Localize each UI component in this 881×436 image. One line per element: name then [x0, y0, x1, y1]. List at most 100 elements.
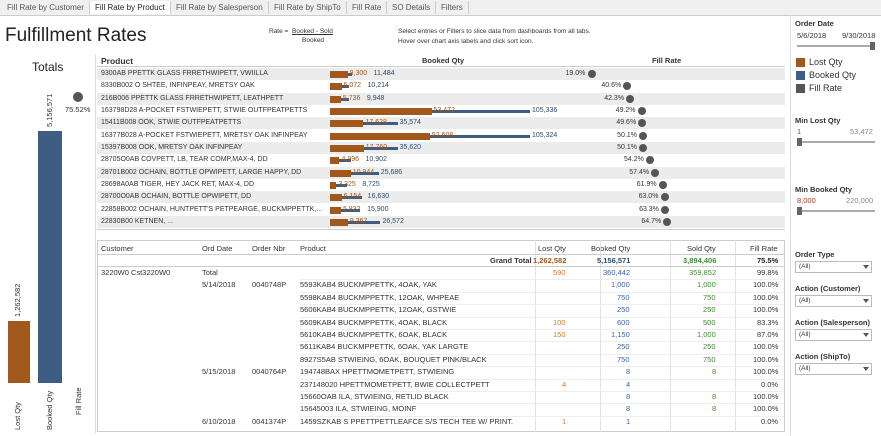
product-name: 216B006 PPETTK GLASS FRRETHWIPETT, LEATH… [101, 94, 284, 102]
filter-title: Min Lost Qty [795, 116, 841, 125]
instruction: Hover over chart axis labels and click s… [398, 38, 534, 45]
cell: 1 [562, 416, 567, 426]
legend-swatch [796, 84, 805, 93]
filter-title: Action (ShipTo) [795, 352, 851, 361]
grand-total-value: 5,156,571 [597, 256, 631, 265]
lost-bar [330, 83, 342, 91]
cell: 5610KAB4 BUCKMPPETTK, 6OAK, BLACK [300, 330, 448, 339]
cell: 4 [626, 379, 631, 389]
product-name: 15397B008 OOK, MRETSY OAK INFINPEAY [101, 143, 243, 151]
cell: 250 [617, 305, 630, 315]
booked-value: 10,902 [365, 156, 387, 164]
tab[interactable]: Fill Rate by Product [90, 1, 171, 14]
lost-bar [330, 107, 432, 115]
lost-bar [330, 132, 430, 140]
cell: 1 [626, 416, 631, 426]
fillrate-dot [661, 205, 670, 214]
fillrate-dot [660, 193, 669, 202]
booked-value: 15,900 [367, 205, 389, 213]
slider-from: 1 [797, 127, 802, 136]
booked-value: 35,620 [399, 143, 422, 151]
tab[interactable]: SO Details [387, 1, 437, 14]
cell: 100.0% [753, 392, 779, 401]
fillrate-dot [73, 92, 83, 102]
cell: 194748BAX HPETTMOMETPETT, STWIEING [300, 367, 455, 377]
column-divider [670, 240, 671, 432]
filter-divider [790, 15, 791, 436]
cell: 750 [617, 354, 630, 364]
product-name: 28700O0AB OCHAIN, BOTTLE OPWIPETT, DD [101, 193, 252, 201]
dropdown-value: (All) [799, 263, 811, 270]
column-header: Product [300, 244, 326, 253]
dropdown[interactable]: (All) [795, 329, 872, 341]
fillrate-dot [639, 143, 648, 152]
slider-handle[interactable] [797, 207, 802, 215]
slider-handle[interactable] [870, 42, 875, 50]
dropdown[interactable]: (All) [795, 363, 872, 375]
fillrate-axis-label: Fill Rate [74, 387, 83, 415]
product-name: 8330B002 O SHTEE, INFINPEAY, MRETSY OAK [101, 82, 255, 90]
slider-to: 220,000 [846, 196, 874, 205]
slider-to: 53,472 [850, 127, 873, 136]
cell: 5/15/2018 [202, 367, 236, 377]
slider-track [797, 45, 875, 47]
filter-title: Order Date [795, 19, 834, 28]
booked-bar [330, 183, 347, 187]
lost-bar [330, 71, 348, 78]
lost-bar [8, 321, 30, 383]
cell: 750 [617, 292, 630, 302]
tab[interactable]: Fill Rate by ShipTo [269, 1, 347, 14]
tab[interactable]: Filters [436, 1, 469, 14]
row-band [97, 117, 785, 130]
lost-value: 10,944 [352, 168, 375, 176]
cell: 0.0% [761, 379, 779, 389]
booked-bar [330, 146, 398, 150]
filter-title: Order Type [795, 250, 835, 259]
cell: 5606KAB4 BUCKMPPETTK, 12OAK, GSTWIE [300, 305, 457, 315]
booked-bar [330, 122, 398, 126]
fillrate-value: 50.1% [617, 143, 638, 151]
tab[interactable]: Fill Rate by Customer [2, 1, 90, 14]
row-line [300, 403, 784, 405]
lost-value: 5,832 [343, 205, 361, 213]
booked-value: 11,484 [373, 70, 395, 77]
fillrate-value: 50.1% [617, 131, 638, 139]
cell: 5593KAB4 BUCKMPPETTK, 4OAK, YAK [300, 280, 437, 290]
row-band [97, 166, 785, 179]
fillrate-dot [638, 119, 647, 128]
cell: 3220W0 Cst3220W0 [101, 268, 171, 277]
lost-value: 1,262,582 [13, 283, 22, 318]
cell: 250 [617, 342, 630, 352]
cell: 750 [703, 292, 716, 302]
lost-value: 6,154 [343, 193, 362, 201]
slider-handle[interactable] [797, 138, 802, 146]
cell: 100.0% [753, 404, 779, 414]
column-header: Fill Rate [750, 244, 778, 253]
fillrate-value: 64.7% [641, 217, 662, 225]
column-header: Lost Qty [538, 244, 566, 253]
cell: 100.0% [753, 280, 779, 290]
dropdown[interactable]: (All) [795, 295, 872, 307]
product-name: 15411B008 OOK, STWIE OUTFPEATPETTS [101, 119, 242, 127]
tab[interactable]: Fill Rate [347, 1, 388, 14]
cell: 0.0% [761, 416, 779, 426]
product-name: 9300AB PPETTK GLASS FRRETHWIPETT, VWIILL… [101, 70, 268, 77]
header-line [97, 66, 785, 67]
cell: 8 [712, 367, 717, 377]
column-header: Sold Qty [687, 244, 716, 253]
date-from: 5/6/2018 [797, 31, 827, 40]
dropdown[interactable]: (All) [795, 261, 872, 273]
lost-value: 4,996 [341, 156, 360, 164]
cell: 1,000 [697, 330, 716, 339]
fillrate-dot [651, 168, 660, 177]
fillrate-dot [663, 217, 672, 226]
product-name: 22830B00 KETNEN, ... [101, 217, 173, 225]
cell: 4 [562, 379, 567, 389]
tab[interactable]: Fill Rate by Salesperson [171, 1, 269, 14]
dropdown-value: (All) [799, 331, 811, 338]
cell: 5/14/2018 [202, 280, 236, 290]
row-band [97, 215, 785, 228]
lost-value: 5,736 [342, 94, 361, 102]
legend-label: Lost Qty [809, 57, 843, 67]
